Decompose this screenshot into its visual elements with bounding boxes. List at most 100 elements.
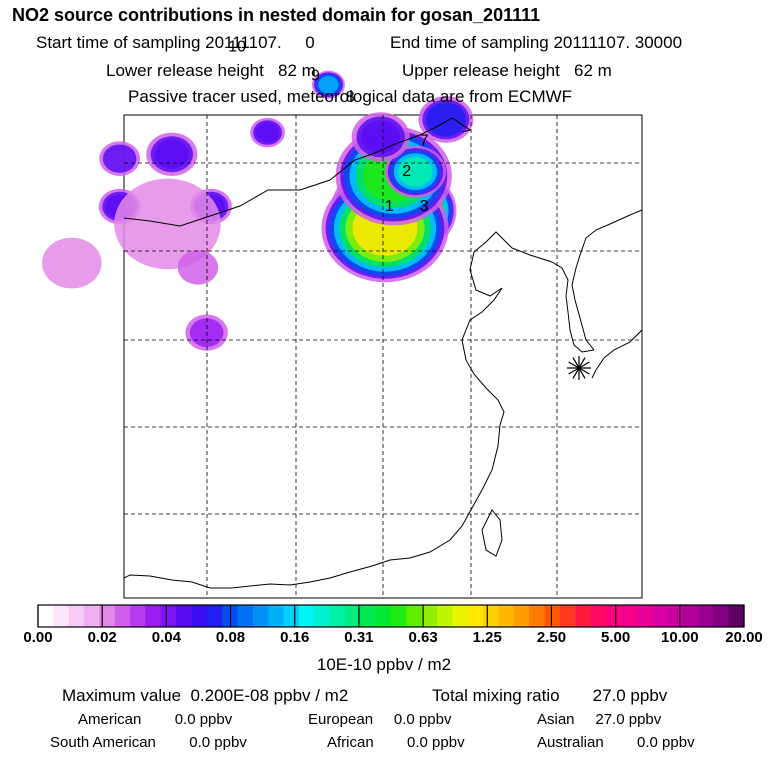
concentration-blob [42,237,102,289]
colorbar-swatch [575,605,592,627]
concentration-blob [418,96,474,143]
colorbar-swatch [68,605,85,627]
region-label-1: 1 [385,198,394,215]
concentration-blob [311,70,345,99]
coastline-japan [591,329,643,379]
african-contribution: African 0.0 ppbv [327,734,465,751]
colorbar-tick-label: 0.63 [408,629,438,646]
colorbar-tick-label: 0.31 [344,629,374,646]
colorbar-tick-label: 0.04 [151,629,181,646]
colorbar-swatch [145,605,162,627]
colorbar [37,604,745,628]
colorbar-swatch [99,605,116,627]
colorbar-swatch [176,605,192,627]
asian-contribution: Asian 27.0 ppbv [537,711,662,728]
colorbar-swatch [544,605,561,627]
colorbar-swatch [191,605,208,627]
colorbar-swatch [268,605,285,627]
max-value: Maximum value 0.200E-08 ppbv / m2 [62,686,349,705]
colorbar-swatch [283,605,300,627]
colorbar-swatch [667,605,684,627]
colorbar-swatch [513,605,530,627]
colorbar-swatch [529,605,545,627]
colorbar-swatch [329,605,346,627]
colorbar-swatch [467,605,484,627]
island-taiwan [481,509,503,557]
region-labels: 1 2 3 7 8 9 10 11 [194,0,429,215]
concentration-field [42,70,474,351]
region-label-9: 9 [311,67,320,84]
region-label-10: 10 [228,39,246,56]
colorbar-swatch [559,605,576,627]
concentration-contour [154,139,190,169]
colorbar-swatch [728,605,745,627]
concentration-blob [177,250,219,285]
colorbar-swatch [621,605,638,627]
concentration-contour [425,102,466,137]
colorbar-swatch [252,605,269,627]
colorbar-swatch [452,605,469,627]
sampling-end: End time of sampling 20111107. 30000 [390,33,683,52]
colorbar-swatch [344,605,361,627]
coastlines [123,117,643,589]
colorbar-swatch [38,605,54,627]
american-contribution: American 0.0 ppbv [78,711,233,728]
colorbar-swatch [237,605,254,627]
concentration-blob [250,117,285,148]
coastline-korea-east [571,209,643,351]
colorbar-tick-label: 5.00 [601,629,631,646]
receptor-spoke [568,361,590,375]
coastline-bohai [461,231,553,426]
colorbar-swatch [437,605,453,627]
colorbar-swatch [651,605,668,627]
colorbar-swatch [298,605,315,627]
colorbar-swatch [682,605,699,627]
tracer-note: Passive tracer used, meteorological data… [128,87,573,106]
colorbar-tick-label: 0.02 [87,629,117,646]
lower-release-height: Lower release height 82 m [106,61,316,80]
region-label-2: 2 [402,163,411,180]
coastline-south-china [123,424,501,589]
concentration-contour [361,120,401,154]
colorbar-tick-label: 20.00 [725,629,763,646]
concentration-contour [102,144,137,173]
colorbar-swatch [206,605,223,627]
upper-release-height: Upper release height 62 m [402,61,612,80]
european-contribution: European 0.0 ppbv [308,711,452,728]
colorbar-swatch [636,605,653,627]
chart-title: NO2 source contributions in nested domai… [12,5,541,25]
colorbar-tick-label: 0.08 [215,629,246,646]
colorbar-swatch [498,605,515,627]
colorbar-swatch [605,605,622,627]
colorbar-swatch [590,605,607,627]
colorbar-swatch [391,605,407,627]
concentration-blob [351,112,410,162]
colorbar-swatch [160,605,177,627]
colorbar-swatch [421,605,438,627]
lat-lon-grid [124,115,642,598]
region-label-8: 8 [346,89,355,106]
colorbar-swatch [360,605,377,627]
colorbar-tick-label: 0.16 [280,629,310,646]
colorbar-swatch [84,605,100,627]
south-american-contribution: South American 0.0 ppbv [50,734,247,751]
colorbar-swatch [53,605,70,627]
colorbar-swatch [697,605,714,627]
sampling-start: Start time of sampling 20111107. 0 [36,33,315,52]
receptor-marker [567,356,591,380]
concentration-blob [99,141,141,177]
colorbar-swatch [406,605,423,627]
colorbar-swatch [130,605,146,627]
total-mixing-ratio: Total mixing ratio 27.0 ppbv [432,686,668,705]
colorbar-swatch [114,605,131,627]
colorbar-swatch [483,605,499,627]
region-label-3: 3 [420,198,429,215]
coastline-north [123,117,472,227]
concentration-contour [177,250,219,285]
colorbar-swatch [314,605,331,627]
concentration-contour [255,122,280,143]
colorbar-tick-label: 10.00 [661,629,699,646]
colorbar-unit: 10E-10 ppbv / m2 [316,655,452,674]
concentration-blob [384,145,447,198]
